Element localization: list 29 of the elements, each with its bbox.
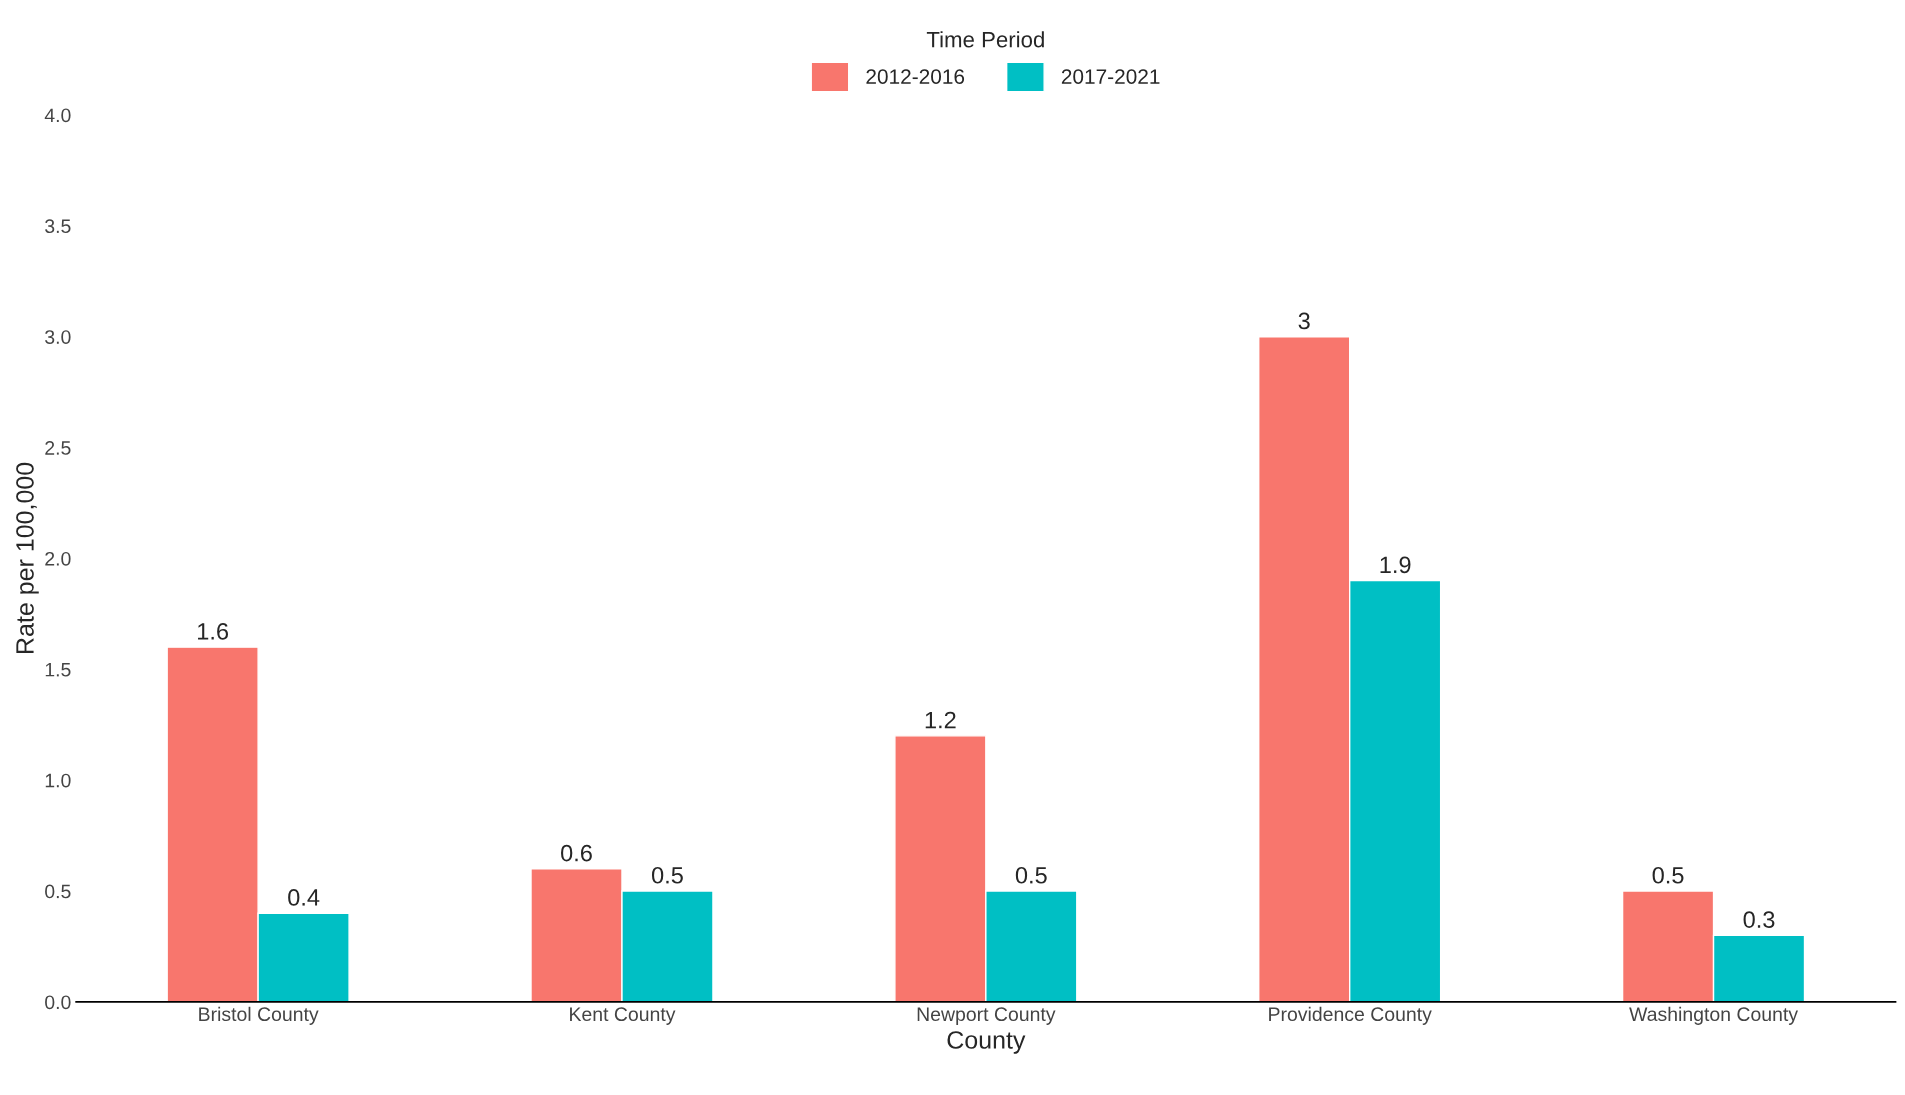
y-tick-label: 2.0: [45, 551, 71, 566]
x-axis-title: County: [947, 1031, 1026, 1054]
legend-title: Time Period: [926, 31, 1044, 48]
data-label: 0.4: [288, 889, 320, 906]
data-label: 1.9: [1380, 556, 1411, 574]
x-tick-label: Providence County: [1269, 1006, 1432, 1025]
x-tick-label: Kent County: [570, 1007, 676, 1025]
x-tick-label: Bristol County: [199, 1006, 319, 1025]
y-axis-title: Rate per 100,000: [16, 462, 39, 653]
data-label: 0.3: [1743, 911, 1775, 928]
data-label: 1.6: [198, 622, 229, 640]
legend-label: 2012-2016: [866, 69, 965, 84]
y-tick-label: 1.5: [45, 662, 71, 677]
legend-label: 2017-2021: [1061, 69, 1160, 84]
x-tick-label: Washington County: [1629, 1006, 1798, 1025]
y-tick-label: 4.0: [44, 108, 71, 123]
y-tick-label: 0.0: [45, 995, 71, 1010]
y-tick-label: 3.0: [45, 330, 71, 344]
y-tick-label: 2.5: [45, 441, 71, 455]
data-label: 0.5: [1015, 866, 1047, 884]
y-tick-label: 1.0: [45, 773, 71, 788]
y-tick-label: 0.5: [45, 884, 71, 899]
y-tick-label: 3.5: [45, 219, 71, 234]
data-label: 0.5: [651, 866, 683, 884]
data-label: 3: [1298, 312, 1310, 330]
data-label: 0.6: [561, 844, 592, 862]
x-tick-label: Newport County: [917, 1007, 1056, 1025]
data-label: 1.2: [925, 711, 956, 729]
data-label: 0.5: [1652, 866, 1684, 884]
